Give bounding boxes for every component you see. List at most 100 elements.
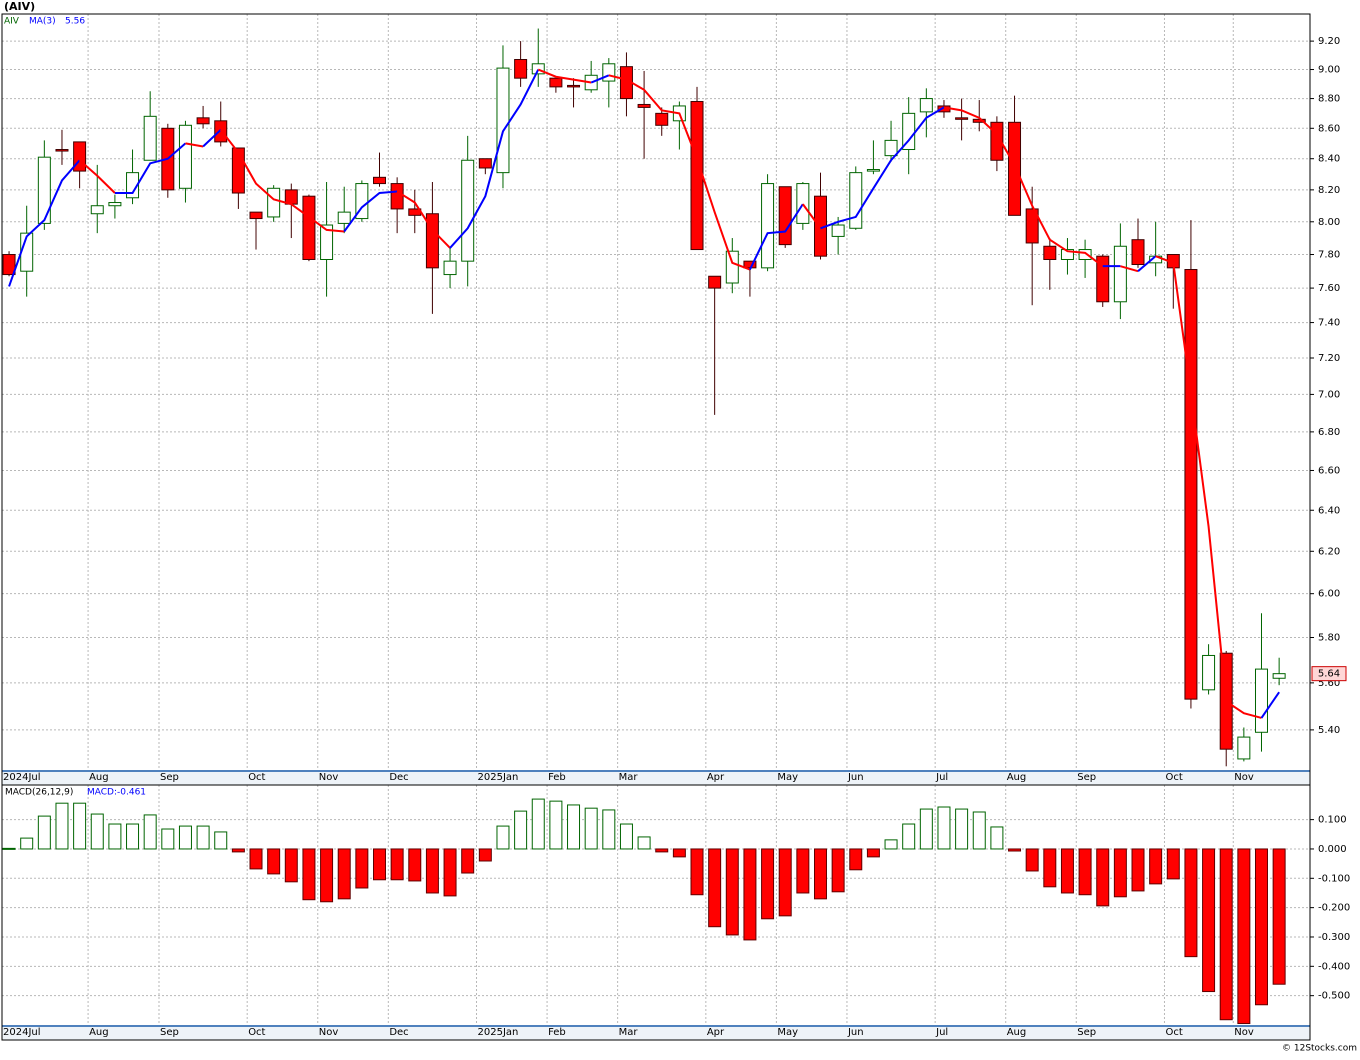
ma-line (219, 129, 345, 233)
y-tick-label: 6.20 (1318, 546, 1340, 557)
candle-body (126, 172, 140, 199)
x-tick-label: Aug (89, 772, 109, 783)
candle-body (337, 211, 351, 224)
last-price-box (1311, 666, 1347, 682)
macd-bar (708, 848, 722, 928)
macd-bar (37, 815, 51, 850)
y-tick-label: 5.60 (1318, 678, 1340, 689)
y-tick-label: 7.00 (1318, 389, 1340, 400)
x-tick-label: 2024Jul (3, 1027, 41, 1038)
macd-bar (1043, 848, 1057, 888)
y-tick-label: 5.40 (1318, 725, 1340, 736)
footer: © 12Stocks.com (1282, 1044, 1357, 1054)
candle-body (602, 63, 616, 82)
macd-bar (690, 848, 704, 896)
legend-entry: MA(3) (29, 17, 56, 27)
candle-body (73, 141, 87, 172)
candle-body (478, 158, 492, 169)
macd-bar (567, 804, 581, 850)
x-tick-label: Jun (847, 772, 864, 783)
candle-body (919, 98, 933, 113)
candle-body (1131, 239, 1145, 265)
ma-line (343, 190, 398, 233)
candle-body (1096, 255, 1110, 303)
macd-bar (549, 800, 563, 850)
legend-entry: MACD:-0.461 (87, 788, 146, 798)
macd-bar (249, 848, 263, 870)
macd-bar (355, 848, 369, 889)
macd-bar (1113, 848, 1127, 898)
x-tick-label: 2025Jan (478, 1027, 519, 1038)
candle-body (37, 156, 51, 224)
candle-body (1184, 269, 1198, 700)
y-tick-label: -0.400 (1318, 961, 1350, 972)
candle-body (725, 250, 739, 284)
y-tick-label: 5.80 (1318, 633, 1340, 644)
macd-bar (90, 813, 104, 850)
macd-bar (725, 848, 739, 936)
x-tick-label: Nov (319, 772, 339, 783)
candle-body (143, 115, 157, 161)
macd-bar (849, 848, 863, 871)
macd-bar (302, 848, 316, 901)
x-tick-label: Nov (1234, 1027, 1254, 1038)
candle-body (1254, 668, 1268, 733)
macd-bar (1184, 848, 1198, 958)
macd-bar (108, 823, 122, 850)
macd-bar (761, 848, 775, 920)
candle-body (972, 118, 986, 123)
candle-body (849, 172, 863, 229)
y-tick-label: -0.300 (1318, 932, 1350, 943)
macd-bar (514, 810, 528, 850)
macd-bar (1096, 848, 1110, 907)
x-tick-label: 2024Jul (3, 772, 41, 783)
ma-line (114, 142, 187, 195)
candle-body (955, 117, 969, 120)
x-tick-label: Oct (1165, 772, 1182, 783)
y-tick-label: 6.60 (1318, 465, 1340, 476)
macd-bar (161, 828, 175, 850)
candle-body (761, 183, 775, 269)
y-tick-label: 8.00 (1318, 217, 1340, 228)
y-tick-label: 8.80 (1318, 94, 1340, 105)
macd-bar (919, 808, 933, 850)
x-tick-label: Jun (847, 1027, 864, 1038)
y-tick-label: 7.60 (1318, 283, 1340, 294)
macd-bar (955, 808, 969, 850)
y-tick-label: 7.40 (1318, 318, 1340, 329)
y-tick-label: 0.000 (1318, 844, 1347, 855)
panel-title: MACD(26,12,9) (5, 788, 73, 798)
macd-bar (496, 825, 510, 850)
candle-body (55, 149, 69, 152)
macd-bar (902, 823, 916, 850)
macd-bar (778, 848, 792, 917)
ma-line (396, 190, 451, 249)
ma-line (820, 106, 945, 230)
macd-bar (813, 848, 827, 900)
y-tick-label: -0.100 (1318, 873, 1350, 884)
candle-body (514, 59, 528, 79)
macd-bar (178, 825, 192, 850)
candle-body (302, 195, 316, 260)
macd-bar (1149, 848, 1163, 885)
x-tick-label: Dec (389, 772, 408, 783)
macd-bar (73, 802, 87, 850)
legend-entry: AIV (4, 17, 20, 27)
macd-bar (990, 826, 1004, 850)
candle-body (549, 77, 563, 88)
candle-body (884, 139, 898, 157)
ma-line (537, 68, 592, 84)
macd-bar (1272, 848, 1286, 985)
x-tick-label: Sep (1077, 1027, 1096, 1038)
macd-bar (1237, 848, 1251, 1025)
candle-body (1202, 654, 1216, 691)
macd-bar (937, 806, 951, 850)
ma-line (185, 142, 204, 148)
macd-bar (337, 848, 351, 900)
ma-line (8, 159, 81, 287)
candle-body (1078, 249, 1092, 260)
macd-bar (126, 823, 140, 850)
ma-line (1260, 691, 1280, 719)
candle-body (1113, 245, 1127, 303)
candle-body (796, 183, 810, 224)
